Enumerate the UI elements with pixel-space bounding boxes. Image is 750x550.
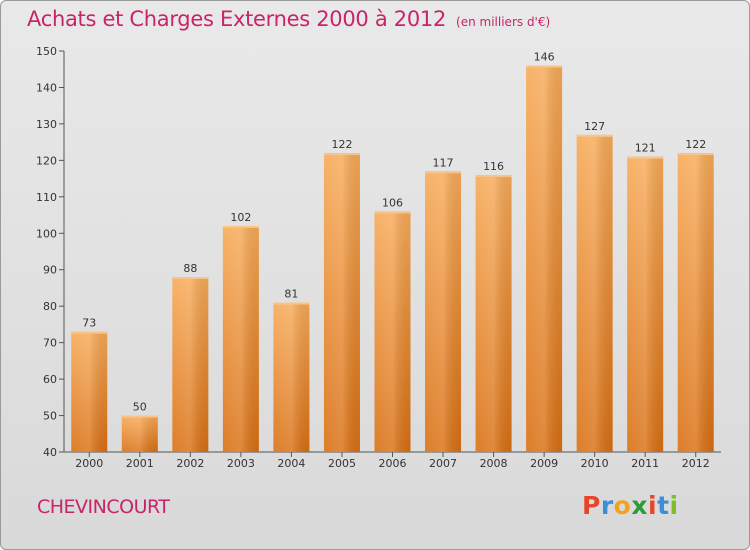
bar-highlight [677, 153, 714, 452]
logo-letter: x [631, 491, 648, 520]
data-label: 102 [230, 211, 251, 224]
y-tick-label: 40 [43, 446, 57, 459]
bar-top-edge [677, 153, 714, 156]
bar-top-edge [323, 153, 360, 156]
y-tick-label: 130 [36, 118, 57, 131]
bar-top-edge [526, 65, 563, 68]
data-label: 127 [584, 120, 605, 133]
axes: 40 50 60 70 80 90 100 110 120 130 140 150 2000 2001 20… [36, 45, 721, 470]
logo-letter: P [582, 491, 601, 520]
x-tick-label: 2005 [328, 457, 356, 470]
x-tick-label: 2011 [631, 457, 659, 470]
bar-highlight [71, 331, 108, 452]
y-tick-label: 140 [36, 81, 57, 94]
bar-highlight [273, 302, 310, 452]
bar-highlight [374, 211, 411, 452]
x-tick-label: 2003 [227, 457, 255, 470]
data-label: 121 [635, 142, 656, 155]
bar-top-edge [172, 277, 209, 280]
bar-top-edge [71, 331, 108, 334]
bar-highlight [576, 134, 613, 452]
bar-top-edge [273, 302, 310, 305]
chart-subtitle: (en milliers d'€) [456, 15, 551, 29]
x-tick-label: 2010 [581, 457, 609, 470]
y-tick-label: 110 [36, 191, 57, 204]
data-label: 116 [483, 160, 504, 173]
bar-top-edge [576, 134, 613, 137]
logo-letter: i [669, 491, 679, 520]
data-label: 117 [433, 156, 454, 169]
logo-letter: t [657, 491, 670, 520]
x-tick-label: 2006 [379, 457, 407, 470]
y-tick-label: 70 [43, 337, 57, 350]
data-label: 88 [183, 262, 197, 275]
x-tick-label: 2008 [480, 457, 508, 470]
bar-highlight [475, 174, 512, 453]
data-label: 50 [133, 401, 147, 414]
chart-title: Achats et Charges Externes 2000 à 2012 (e… [27, 7, 550, 31]
bar-highlight [121, 415, 158, 452]
bar-top-edge [222, 225, 259, 228]
x-tick-label: 2009 [530, 457, 558, 470]
title-text: Achats et Charges Externes 2000 à 2012 [27, 7, 447, 31]
y-tick-label: 150 [36, 45, 57, 58]
data-label: 146 [534, 51, 555, 64]
bar-top-edge [121, 415, 158, 418]
data-label: 81 [284, 288, 298, 301]
y-tick-label: 60 [43, 373, 57, 386]
bar-highlight [222, 225, 259, 452]
x-tick-label: 2012 [682, 457, 710, 470]
x-tick-label: 2004 [277, 457, 305, 470]
bar-top-edge [374, 211, 411, 214]
logo-letter: r [600, 491, 614, 520]
x-tick-label: 2000 [75, 457, 103, 470]
logo-letter: o [613, 491, 632, 520]
y-tick-label: 100 [36, 227, 57, 240]
data-label: 122 [685, 138, 706, 151]
data-label: 122 [331, 138, 352, 151]
bar-highlight [323, 153, 360, 452]
y-tick-label: 120 [36, 154, 57, 167]
data-label: 73 [82, 317, 96, 330]
logo-letter: i [648, 491, 658, 520]
bar-top-edge [425, 171, 462, 174]
y-tick-label: 80 [43, 300, 57, 313]
bar-highlight [526, 65, 563, 452]
proxiti-logo[interactable]: Proxiti [582, 491, 679, 520]
bar-top-edge [627, 156, 664, 159]
x-tick-label: 2001 [126, 457, 154, 470]
y-tick-label: 90 [43, 264, 57, 277]
y-tick-label: 50 [43, 410, 57, 423]
bar-highlight [172, 277, 209, 452]
bar-highlight [425, 171, 462, 453]
bars: 73 50 88 102 81 122 106 117 116 146 127 121 122 [71, 51, 714, 453]
x-tick-label: 2002 [176, 457, 204, 470]
bar-highlight [627, 156, 664, 452]
commune-name: CHEVINCOURT [37, 496, 170, 518]
data-label: 106 [382, 196, 403, 209]
x-tick-label: 2007 [429, 457, 457, 470]
bar-top-edge [475, 174, 512, 177]
